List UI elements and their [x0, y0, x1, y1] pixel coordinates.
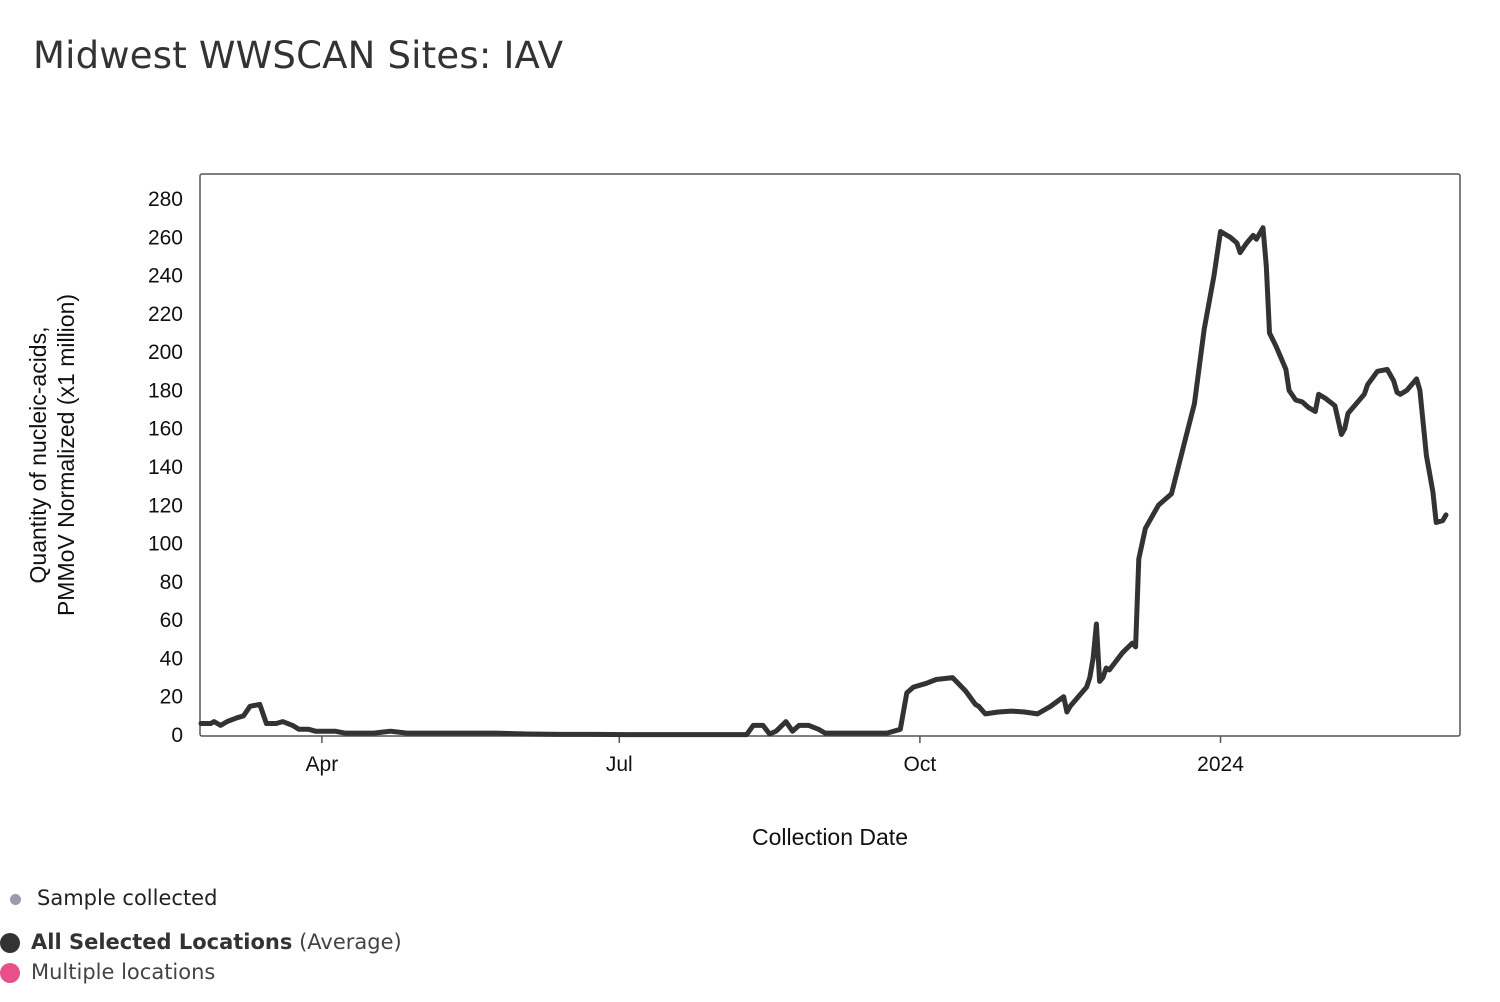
multiple-locations-dot-icon [0, 963, 20, 983]
y-tick-label: 0 [171, 724, 183, 747]
sample-dot-icon [10, 893, 21, 905]
y-tick-label: 280 [148, 188, 183, 211]
y-tick-label: 60 [160, 609, 183, 632]
chart: 020406080100120140160180200220240260280 … [25, 173, 1461, 850]
y-tick-label: 120 [148, 494, 183, 517]
series-line-all-selected-locations [198, 225, 1449, 738]
y-tick-label: 20 [160, 686, 183, 709]
chart-title: Midwest WWSCAN Sites: IAV [33, 34, 564, 77]
x-tick-label: Oct [904, 753, 937, 776]
x-tick-label: 2024 [1197, 753, 1244, 776]
y-axis-title: Quantity of nucleic-acids, PMMoV Normali… [25, 294, 79, 616]
y-tick-label: 180 [148, 379, 183, 402]
x-axis-title: Collection Date [752, 824, 908, 850]
legend-label-sample-collected: Sample collected [37, 886, 218, 910]
y-axis-title-line1: Quantity of nucleic-acids, [25, 327, 51, 584]
legend-label-multiple-locations: Multiple locations [31, 960, 216, 984]
legend-label-average-suffix: (Average) [299, 930, 402, 954]
y-tick-label: 240 [148, 265, 183, 288]
y-axis-title-line2: PMMoV Normalized (x1 million) [53, 294, 79, 616]
y-tick-label: 200 [148, 341, 183, 364]
x-tick-label: Jul [606, 753, 633, 776]
y-tick-label: 40 [160, 647, 183, 670]
y-tick-label: 100 [148, 533, 183, 556]
y-tick-label: 140 [148, 456, 183, 479]
y-tick-label: 80 [160, 571, 183, 594]
y-axis: 0 20 40 60 80 100 120 140 160 180 200 220 240 260 280 [148, 188, 183, 747]
y-tick-label: 160 [148, 418, 183, 441]
y-tick-label: 220 [148, 303, 183, 326]
average-dot-icon [0, 933, 20, 953]
y-tick-label: 260 [148, 226, 183, 249]
legend-label-all-selected-locations: All Selected Locations [31, 930, 293, 954]
x-tick-label: Apr [306, 753, 339, 776]
x-axis: Apr Jul Oct 2024 [306, 736, 1244, 776]
legend-item-multiple-locations[interactable]: Multiple locations [0, 960, 215, 984]
legend-item-all-selected-locations[interactable]: All Selected Locations (Average) [0, 930, 402, 954]
legend-item-sample-collected[interactable]: Sample collected [10, 886, 217, 910]
plot-area-frame [199, 173, 1461, 737]
